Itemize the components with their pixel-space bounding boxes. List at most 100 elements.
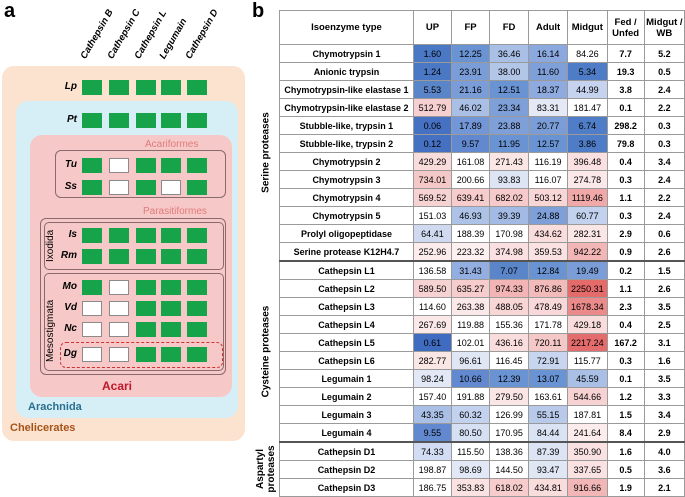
expression-value-cell: 20.77 <box>528 116 569 135</box>
table-row: Prolyl oligopeptidase 64.41 188.39 170.98 43… <box>279 224 685 243</box>
expression-value-cell: 43.35 <box>412 405 452 424</box>
presence-cell <box>136 180 156 195</box>
presence-cell <box>187 322 207 337</box>
expression-value-cell: 55.15 <box>528 405 569 424</box>
expression-value-cell: 13.07 <box>528 369 569 388</box>
isoenzyme-name: Cathepsin L6 <box>279 351 414 370</box>
expression-value-cell: 876.86 <box>528 279 569 298</box>
parasitiformes-box <box>40 218 226 375</box>
isoenzyme-name: Cathepsin L3 <box>279 297 414 316</box>
isoenzyme-name: Chymotrypsin 3 <box>279 170 414 189</box>
expression-value-cell: 0.12 <box>412 134 452 153</box>
fed-unfed-ratio: 1.2 <box>606 387 645 406</box>
expression-value-cell: 19.49 <box>567 260 608 280</box>
expression-value-cell: 1.60 <box>412 44 452 63</box>
table-row: Cathepsin L5 0.61 102.01 436.16 720.11 2217.2… <box>279 333 685 352</box>
section-label: Serine proteases <box>260 111 272 193</box>
ixodida-box <box>44 222 224 270</box>
expression-value-cell: 64.41 <box>412 224 452 243</box>
presence-cell <box>161 158 181 173</box>
expression-value-cell: 434.62 <box>528 224 569 243</box>
presence-cell <box>187 228 207 243</box>
expression-value-cell: 84.44 <box>528 423 569 443</box>
presence-cell <box>161 280 181 295</box>
arachnida-label: Arachnida <box>28 401 82 413</box>
table-row: Chymotrypsin 1 1.60 12.25 36.46 16.14 84.26 7.… <box>279 44 685 63</box>
expression-value-cell: 223.32 <box>450 242 491 262</box>
presence-cell <box>136 301 156 316</box>
fed-unfed-ratio: 167.2 <box>606 333 645 352</box>
expression-value-cell: 274.78 <box>567 170 608 189</box>
expression-value-cell: 282.31 <box>567 224 608 243</box>
expression-value-cell: 279.50 <box>489 387 530 406</box>
midgut-wb-ratio: 3.4 <box>643 405 685 424</box>
table-row: Legumain 3 43.35 60.32 126.99 55.15 187.81 1.5… <box>279 405 685 424</box>
fed-unfed-ratio: 1.9 <box>606 478 645 497</box>
isoenzyme-name: Chymotrypsin-like elastase 2 <box>279 98 414 117</box>
table-row: Legumain 4 9.55 80.50 170.95 84.44 241.64 8.4 2… <box>279 423 685 443</box>
species-label-ss: Ss <box>64 181 77 192</box>
expression-value-cell: 429.29 <box>412 152 452 171</box>
absence-cell <box>109 158 129 173</box>
isoenzyme-table: Isoenzyme type UP FP FD Adult Midgut Fed / Unf… <box>279 10 685 497</box>
expression-value-cell: 114.60 <box>412 297 452 316</box>
fed-unfed-ratio: 0.3 <box>606 351 645 370</box>
species-label-rm: Rm <box>60 250 77 261</box>
presence-cell <box>187 280 207 295</box>
midgut-wb-ratio: 2.6 <box>643 279 685 298</box>
presence-cell <box>136 228 156 243</box>
parasitiformes-label: Parasitiformes <box>143 206 207 217</box>
isoenzyme-name: Cathepsin L4 <box>279 315 414 334</box>
expression-value-cell: 144.50 <box>489 460 530 479</box>
midgut-wb-ratio: 3.1 <box>643 333 685 352</box>
expression-value-cell: 353.83 <box>450 478 491 497</box>
species-label-nc: Nc <box>64 323 77 334</box>
table-row: Legumain 2 157.40 191.88 279.50 163.61 544.66… <box>279 387 685 406</box>
expression-value-cell: 1119.46 <box>567 188 608 207</box>
expression-value-cell: 3.86 <box>567 134 608 153</box>
fed-unfed-ratio: 0.1 <box>606 369 645 388</box>
presence-cell <box>82 280 102 295</box>
expression-value-cell: 12.25 <box>450 44 491 63</box>
expression-value-cell: 31.43 <box>450 260 491 280</box>
midgut-wb-ratio: 0.3 <box>643 134 685 153</box>
absence-cell <box>109 280 129 295</box>
presence-cell <box>161 113 181 128</box>
midgut-wb-ratio: 3.5 <box>643 297 685 316</box>
table-row: Serine protease K12H4.7 252.96 223.32 374.9… <box>279 242 685 262</box>
isoenzyme-name: Stubble-like, trypsin 1 <box>279 116 414 135</box>
expression-value-cell: 942.22 <box>567 242 608 262</box>
expression-value-cell: 429.18 <box>567 315 608 334</box>
isoenzyme-name: Cathepsin L5 <box>279 333 414 352</box>
expression-value-cell: 267.69 <box>412 315 452 334</box>
expression-value-cell: 639.41 <box>450 188 491 207</box>
absence-cell <box>82 347 102 362</box>
species-label-is: Is <box>68 229 77 240</box>
expression-value-cell: 720.11 <box>528 333 569 352</box>
expression-value-cell: 21.16 <box>450 80 491 99</box>
fed-unfed-ratio: 2.9 <box>606 224 645 243</box>
expression-value-cell: 488.05 <box>489 297 530 316</box>
expression-value-cell: 72.91 <box>528 351 569 370</box>
expression-value-cell: 39.39 <box>489 206 530 225</box>
column-header: FD <box>489 10 530 45</box>
table-row: Chymotrypsin 2 429.29 161.08 271.43 116.19 39… <box>279 152 685 171</box>
table-row: Anionic trypsin 1.24 23.91 38.00 11.60 5.34 19… <box>279 62 685 81</box>
table-row: Cathepsin L4 267.69 119.88 155.36 171.78 429.… <box>279 315 685 334</box>
isoenzyme-name: Legumain 4 <box>279 423 414 443</box>
species-label-dg: Dg <box>63 348 77 359</box>
expression-value-cell: 282.77 <box>412 351 452 370</box>
table-row: Cathepsin L1 136.58 31.43 7.07 12.84 19.49 0.2… <box>279 260 685 280</box>
fed-unfed-ratio: 79.8 <box>606 134 645 153</box>
expression-value-cell: 478.49 <box>528 297 569 316</box>
expression-value-cell: 46.02 <box>450 98 491 117</box>
presence-cell <box>187 180 207 195</box>
species-label-tu: Tu <box>64 159 77 170</box>
species-label-vd: Vd <box>64 302 77 313</box>
table-row: Cathepsin D3 186.75 353.83 618.02 434.81 916.… <box>279 478 685 497</box>
presence-cell <box>187 80 207 95</box>
expression-value-cell: 23.88 <box>489 116 530 135</box>
midgut-wb-ratio: 2.2 <box>643 98 685 117</box>
expression-value-cell: 734.01 <box>412 170 452 189</box>
expression-value-cell: 116.07 <box>528 170 569 189</box>
